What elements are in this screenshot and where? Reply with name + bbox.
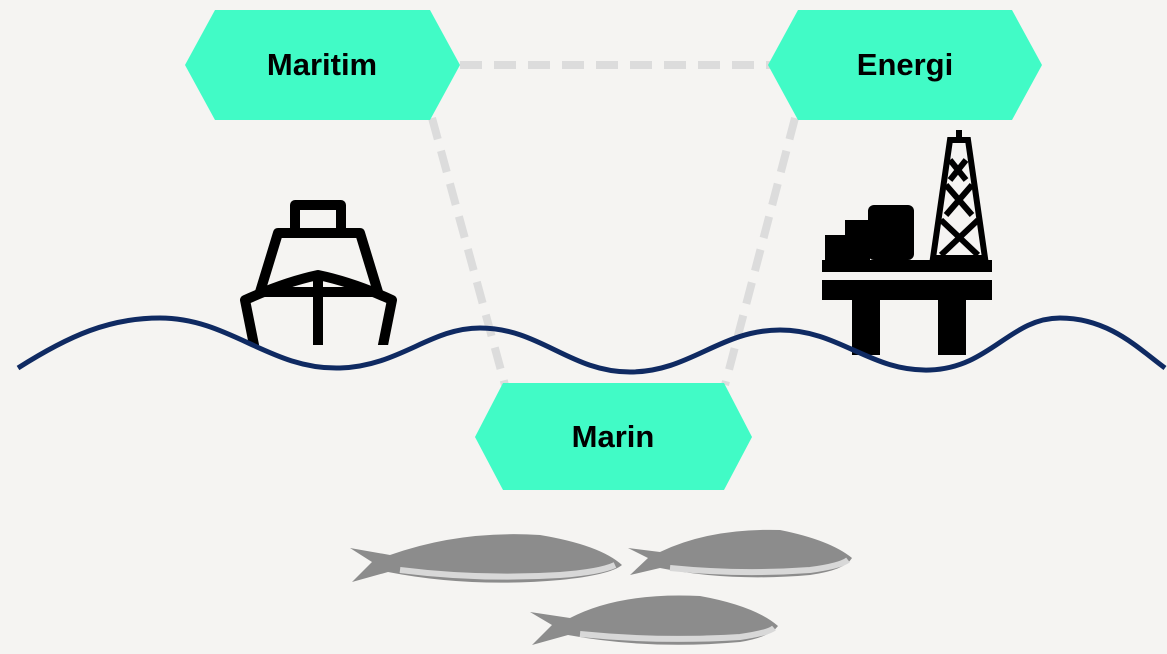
platform-tank [868,205,914,260]
platform-deck [822,280,992,300]
node-label: Marin [572,419,655,454]
platform-leg [852,300,880,355]
page: Maritim Energi Marin (() => { const data… [0,0,1167,654]
platform-block [845,220,870,260]
node: Energi [768,10,1042,120]
platform-leg [938,300,966,355]
platform-block [825,235,847,260]
diagram: Maritim Energi Marin [0,0,1167,654]
node: Maritim [185,10,460,120]
node: Marin [475,383,752,490]
node-label: Energi [857,47,953,82]
node-label: Maritim [267,47,377,82]
platform-deck [822,260,992,272]
